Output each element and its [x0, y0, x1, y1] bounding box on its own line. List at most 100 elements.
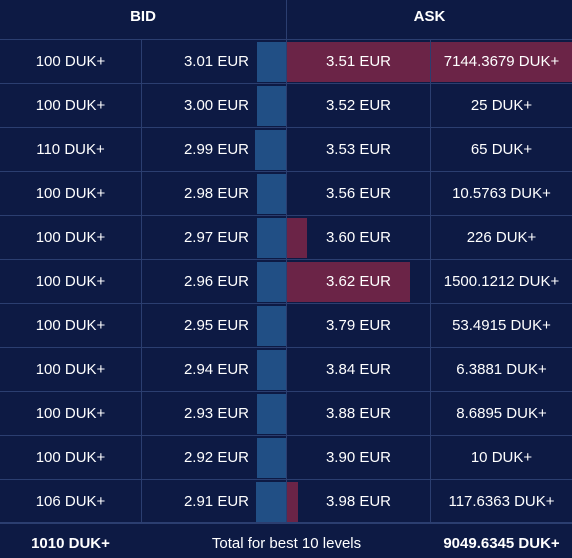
order-row[interactable]: 100 DUK+ 2.94 EUR 3.84 EUR 6.3881 DUK+ [0, 348, 572, 392]
column-divider [286, 392, 287, 435]
column-divider [141, 480, 142, 523]
bid-price: 2.94 EUR [183, 361, 249, 378]
ask-price: 3.90 EUR [325, 449, 392, 466]
column-divider [286, 348, 287, 391]
ask-depth-bar [287, 482, 298, 522]
bid-price: 2.98 EUR [183, 185, 249, 202]
column-divider [141, 260, 142, 303]
column-divider [286, 436, 287, 479]
bid-depth-bar [257, 174, 286, 214]
column-divider [141, 348, 142, 391]
ask-price: 3.79 EUR [325, 317, 392, 334]
bid-price: 3.01 EUR [183, 53, 249, 70]
ask-quantity: 25 DUK+ [470, 97, 533, 114]
ask-depth-bar [287, 42, 572, 82]
bid-quantity: 100 DUK+ [35, 449, 106, 466]
order-row[interactable]: 100 DUK+ 2.92 EUR 3.90 EUR 10 DUK+ [0, 436, 572, 480]
ask-total: 9049.6345 DUK+ [443, 535, 560, 552]
bid-quantity: 100 DUK+ [35, 405, 106, 422]
bid-price: 2.99 EUR [183, 141, 249, 158]
ask-header: ASK [413, 8, 446, 25]
bid-price: 2.93 EUR [183, 405, 249, 422]
bid-price: 2.91 EUR [183, 493, 249, 510]
bid-header: BID [130, 8, 156, 25]
column-divider [286, 128, 287, 171]
column-divider [286, 216, 287, 259]
total-label: Total for best 10 levels [211, 535, 362, 552]
column-divider [141, 128, 142, 171]
bid-price: 2.92 EUR [183, 449, 249, 466]
bid-quantity: 100 DUK+ [35, 53, 106, 70]
bid-price: 2.95 EUR [183, 317, 249, 334]
column-divider [286, 172, 287, 215]
column-divider [141, 216, 142, 259]
order-row[interactable]: 100 DUK+ 2.96 EUR 3.62 EUR 1500.1212 DUK+ [0, 260, 572, 304]
column-divider [286, 40, 287, 83]
bid-quantity: 100 DUK+ [35, 361, 106, 378]
ask-price: 3.56 EUR [325, 185, 392, 202]
bid-depth-bar [256, 482, 286, 522]
bid-quantity: 100 DUK+ [35, 273, 106, 290]
column-divider [141, 40, 142, 83]
column-divider [430, 392, 431, 435]
ask-price: 3.98 EUR [325, 493, 392, 510]
order-row[interactable]: 100 DUK+ 2.93 EUR 3.88 EUR 8.6895 DUK+ [0, 392, 572, 436]
bid-depth-bar [257, 262, 286, 302]
column-divider [430, 40, 431, 83]
ask-price: 3.84 EUR [325, 361, 392, 378]
order-book-header: BID ASK [0, 0, 572, 40]
order-row[interactable]: 100 DUK+ 2.97 EUR 3.60 EUR 226 DUK+ [0, 216, 572, 260]
ask-quantity: 7144.3679 DUK+ [443, 53, 560, 70]
ask-depth-bar [287, 262, 410, 302]
column-divider [141, 304, 142, 347]
ask-quantity: 10 DUK+ [470, 449, 533, 466]
bid-depth-bar [257, 394, 286, 434]
column-divider [430, 84, 431, 127]
order-row[interactable]: 100 DUK+ 2.95 EUR 3.79 EUR 53.4915 DUK+ [0, 304, 572, 348]
ask-quantity: 53.4915 DUK+ [452, 317, 551, 334]
column-divider [286, 480, 287, 523]
ask-quantity: 226 DUK+ [466, 229, 537, 246]
ask-quantity: 8.6895 DUK+ [456, 405, 547, 422]
bid-price: 3.00 EUR [183, 97, 249, 114]
bid-depth-bar [257, 86, 286, 126]
bid-quantity: 100 DUK+ [35, 97, 106, 114]
order-book-rows: 100 DUK+ 3.01 EUR 3.51 EUR 7144.3679 DUK+ 10… [0, 40, 572, 524]
order-row[interactable]: 106 DUK+ 2.91 EUR 3.98 EUR 117.6363 DUK+ [0, 480, 572, 524]
column-divider [430, 304, 431, 347]
column-divider [430, 172, 431, 215]
column-divider [141, 84, 142, 127]
bid-price: 2.97 EUR [183, 229, 249, 246]
ask-quantity: 65 DUK+ [470, 141, 533, 158]
ask-quantity: 1500.1212 DUK+ [443, 273, 560, 290]
order-row[interactable]: 110 DUK+ 2.99 EUR 3.53 EUR 65 DUK+ [0, 128, 572, 172]
ask-price: 3.51 EUR [325, 53, 392, 70]
column-divider [430, 128, 431, 171]
bid-quantity: 100 DUK+ [35, 185, 106, 202]
order-row[interactable]: 100 DUK+ 3.01 EUR 3.51 EUR 7144.3679 DUK+ [0, 40, 572, 84]
order-book-footer: 1010 DUK+ Total for best 10 levels 9049.… [0, 522, 572, 558]
column-divider [430, 436, 431, 479]
order-row[interactable]: 100 DUK+ 3.00 EUR 3.52 EUR 25 DUK+ [0, 84, 572, 128]
header-divider [286, 0, 287, 40]
column-divider [141, 392, 142, 435]
ask-price: 3.60 EUR [325, 229, 392, 246]
bid-quantity: 100 DUK+ [35, 317, 106, 334]
bid-price: 2.96 EUR [183, 273, 249, 290]
order-row[interactable]: 100 DUK+ 2.98 EUR 3.56 EUR 10.5763 DUK+ [0, 172, 572, 216]
ask-price: 3.53 EUR [325, 141, 392, 158]
column-divider [430, 348, 431, 391]
column-divider [141, 172, 142, 215]
bid-total: 1010 DUK+ [31, 535, 110, 552]
ask-quantity: 10.5763 DUK+ [452, 185, 551, 202]
bid-depth-bar [257, 350, 286, 390]
ask-quantity: 117.6363 DUK+ [448, 493, 555, 510]
column-divider [430, 480, 431, 523]
ask-price: 3.62 EUR [325, 273, 392, 290]
ask-quantity: 6.3881 DUK+ [456, 361, 547, 378]
bid-depth-bar [257, 218, 286, 258]
column-divider [286, 304, 287, 347]
bid-depth-bar [257, 306, 286, 346]
ask-price: 3.52 EUR [325, 97, 392, 114]
